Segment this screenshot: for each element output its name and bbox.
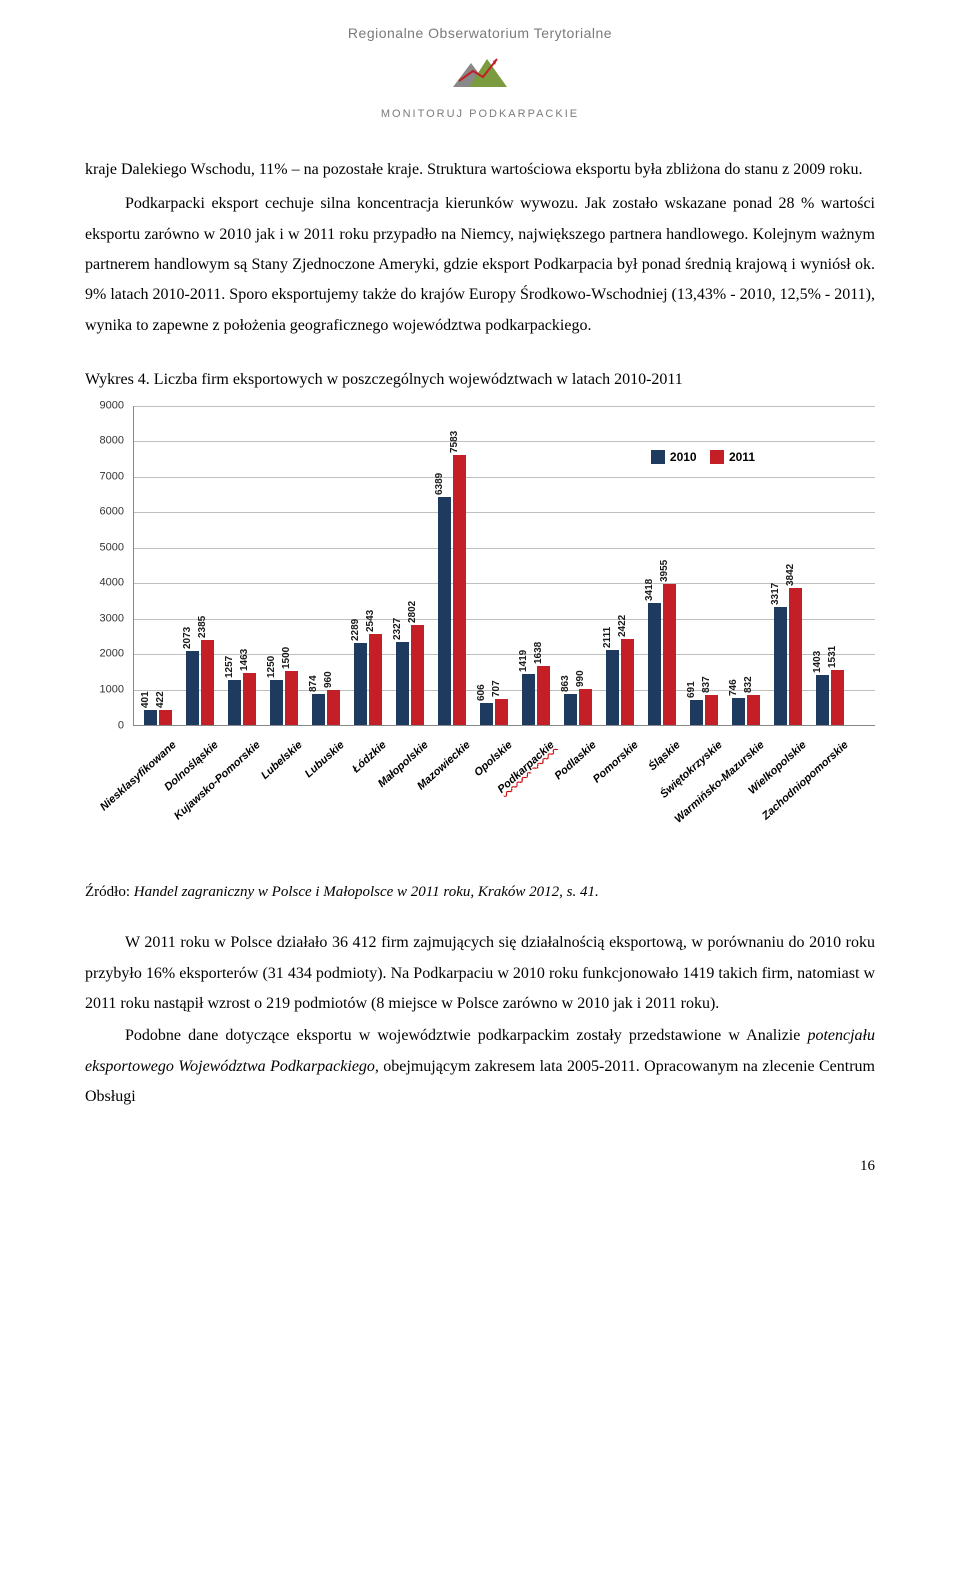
header-title: Regionalne Obserwatorium Terytorialne [85, 20, 875, 47]
bar-2011: 960 [327, 690, 340, 724]
y-tick: 0 [118, 715, 124, 736]
bar-2010: 2073 [186, 651, 199, 725]
bar-value-label: 707 [487, 681, 506, 698]
bar-value-label: 1463 [235, 648, 254, 670]
chart-plot-area: 4014222073238512571463125015008749602289… [133, 406, 875, 726]
bar-2011: 1500 [285, 671, 298, 724]
bar-2010: 2327 [396, 642, 409, 725]
bar-value-label: 3955 [655, 560, 674, 582]
source-label: Źródło: [85, 884, 134, 900]
bar-value-label: 1500 [277, 647, 296, 669]
bar-2011: 422 [159, 710, 172, 725]
bar-chart: 0100020003000400050006000700080009000 40… [85, 406, 875, 866]
bar-value-label: 2802 [403, 601, 422, 623]
bar-value-label: 3418 [640, 579, 659, 601]
bar-2010: 874 [312, 694, 325, 725]
bar-2011: 1463 [243, 673, 256, 725]
bar-2010: 1419 [522, 674, 535, 724]
legend-item-2010: 2010 [651, 446, 697, 469]
bar-value-label: 2543 [361, 610, 380, 632]
bar-2010: 746 [732, 698, 745, 725]
y-tick: 3000 [100, 608, 124, 629]
chart-legend: 2010 2011 [641, 446, 755, 472]
bar-2010: 3418 [648, 603, 661, 725]
bar-value-label: 422 [151, 691, 170, 708]
bar-value-label: 1638 [529, 642, 548, 664]
bar-2010: 2111 [606, 650, 619, 725]
bar-2010: 2289 [354, 643, 367, 724]
y-tick: 9000 [100, 395, 124, 416]
bar-2010: 6389 [438, 497, 451, 724]
bar-2011: 1638 [537, 666, 550, 724]
paragraph-4a: Podobne dane dotyczące eksportu w wojewó… [125, 1027, 807, 1044]
bar-2010: 691 [690, 700, 703, 725]
bar-2011: 707 [495, 699, 508, 724]
paragraph-3: W 2011 roku w Polsce działało 36 412 fir… [85, 928, 875, 1019]
bar-2010: 863 [564, 694, 577, 725]
y-tick: 7000 [100, 466, 124, 487]
bar-2010: 1257 [228, 680, 241, 725]
bar-2011: 832 [747, 695, 760, 725]
bar-value-label: 837 [697, 676, 716, 693]
page-number: 16 [85, 1152, 875, 1181]
bar-value-label: 2385 [193, 616, 212, 638]
bar-2011: 2422 [621, 639, 634, 725]
legend-item-2011: 2011 [710, 446, 755, 469]
y-tick: 4000 [100, 573, 124, 594]
bar-value-label: 960 [319, 672, 338, 689]
bar-2011: 3842 [789, 588, 802, 725]
bar-2011: 2802 [411, 625, 424, 725]
bar-2011: 990 [579, 689, 592, 724]
y-tick: 8000 [100, 431, 124, 452]
bar-value-label: 1531 [823, 646, 842, 668]
bar-2010: 3317 [774, 607, 787, 725]
logo-icon [445, 53, 515, 100]
legend-swatch-2011 [710, 450, 724, 464]
y-tick: 5000 [100, 537, 124, 558]
chart-x-labels: NiesklasyfikowaneDolnośląskieKujawsko-Po… [133, 730, 875, 850]
bar-2010: 401 [144, 710, 157, 724]
bar-2010: 1403 [816, 675, 829, 725]
bar-2010: 1250 [270, 680, 283, 724]
y-tick: 1000 [100, 680, 124, 701]
bar-value-label: 2422 [613, 614, 632, 636]
bar-2011: 2543 [369, 634, 382, 724]
y-tick: 6000 [100, 502, 124, 523]
paragraph-1: kraje Dalekiego Wschodu, 11% – na pozost… [85, 155, 875, 185]
paragraph-2: Podkarpacki eksport cechuje silna koncen… [85, 189, 875, 341]
page-header: Regionalne Obserwatorium Terytorialne MO… [85, 20, 875, 125]
legend-label-2010: 2010 [670, 446, 697, 469]
bar-2011: 7583 [453, 455, 466, 725]
chart-source: Źródło: Handel zagraniczny w Polsce i Ma… [85, 878, 875, 907]
legend-swatch-2010 [651, 450, 665, 464]
bar-value-label: 990 [571, 671, 590, 688]
bar-2011: 1531 [831, 670, 844, 724]
bar-value-label: 7583 [445, 431, 464, 453]
bar-2010: 606 [480, 703, 493, 725]
header-subtitle: MONITORUJ PODKARPACKIE [85, 104, 875, 125]
chart-y-axis: 0100020003000400050006000700080009000 [85, 406, 130, 726]
source-text: Handel zagraniczny w Polsce i Małopolsce… [134, 884, 599, 900]
bar-2011: 837 [705, 695, 718, 725]
bar-value-label: 3842 [781, 564, 800, 586]
legend-label-2011: 2011 [729, 446, 755, 469]
bar-2011: 3955 [663, 584, 676, 725]
bar-value-label: 6389 [430, 473, 449, 495]
y-tick: 2000 [100, 644, 124, 665]
bar-2011: 2385 [201, 640, 214, 725]
chart-title: Wykres 4. Liczba firm eksportowych w pos… [85, 365, 875, 395]
paragraph-4: Podobne dane dotyczące eksportu w wojewó… [85, 1021, 875, 1112]
bar-value-label: 832 [739, 676, 758, 693]
